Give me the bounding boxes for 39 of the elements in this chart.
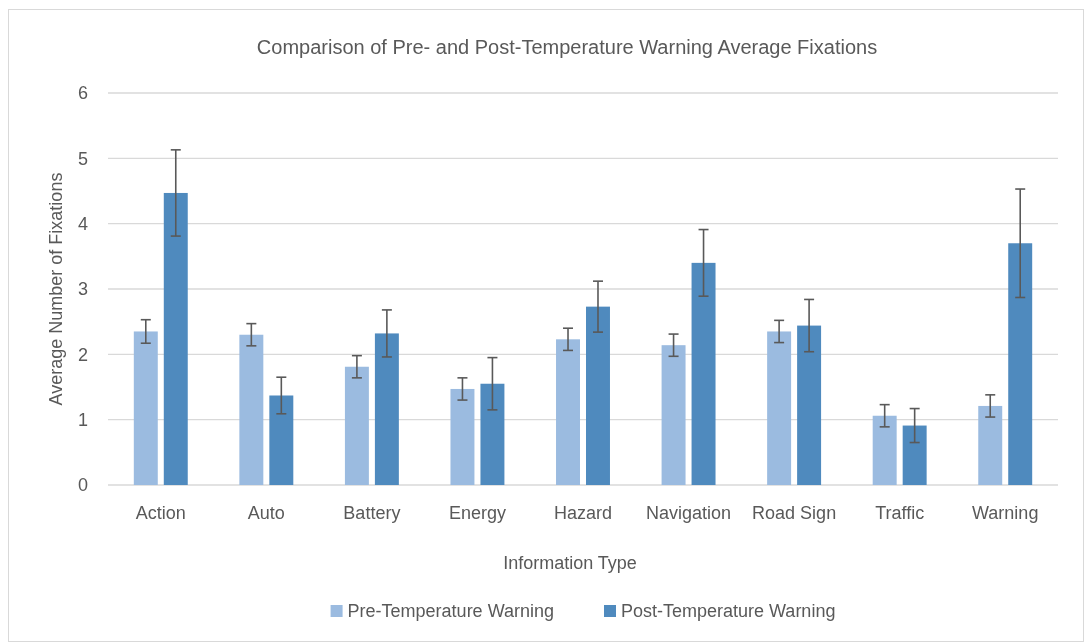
x-tick-label: Action: [135, 503, 186, 523]
x-tick-label: Road Sign: [752, 503, 837, 523]
x-tick-label: Energy: [448, 503, 506, 523]
bar: [691, 262, 716, 485]
legend-label: Post-Temperature Warning: [621, 601, 836, 622]
y-tick-label: 1: [77, 409, 88, 430]
y-tick-label: 4: [77, 213, 88, 234]
x-tick-label: Navigation: [646, 503, 732, 523]
y-tick-label: 6: [77, 83, 88, 104]
bar: [480, 383, 505, 485]
bar: [133, 331, 158, 485]
bar: [163, 192, 188, 485]
bar: [556, 339, 580, 485]
x-tick-label: Hazard: [553, 503, 613, 523]
bar: [1008, 243, 1033, 485]
y-tick-label: 0: [77, 475, 88, 496]
y-axis-title: Average Number of Fixations: [46, 172, 66, 406]
legend-label: Pre-Temperature Warning: [347, 601, 555, 622]
x-tick-label: Traffic: [875, 503, 925, 523]
y-tick-label: 3: [77, 279, 88, 300]
bar: [872, 415, 897, 485]
bar: [797, 325, 822, 485]
bar: [239, 334, 264, 485]
x-tick-label: Warning: [972, 503, 1039, 523]
bar: [344, 366, 369, 485]
bar: [269, 395, 294, 485]
chart-title: Comparison of Pre- and Post-Temperature Warning Average Fixations: [256, 36, 878, 58]
x-tick-label: Auto: [247, 503, 285, 523]
bar: [586, 306, 610, 485]
bar: [661, 345, 686, 485]
bar: [450, 388, 475, 485]
y-tick-label: 2: [77, 344, 88, 365]
bar: [374, 333, 399, 485]
bar: [902, 425, 927, 485]
bar: [767, 331, 792, 485]
bar: [978, 405, 1003, 485]
y-tick-label: 5: [77, 148, 88, 169]
x-tick-label: Battery: [343, 503, 401, 523]
x-axis-title: Information Type: [503, 553, 637, 573]
